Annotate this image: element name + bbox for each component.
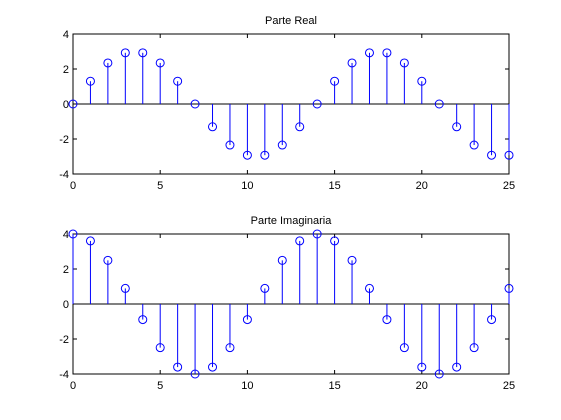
stem-marker — [242, 315, 252, 325]
stem-marker — [487, 150, 497, 160]
stem-marker — [120, 283, 130, 293]
y-tick-label: 2 — [63, 64, 69, 76]
stem-marker — [504, 150, 514, 160]
imaginary-part-plot: Parte Imaginaria 0 5 10 15 20 25 -4 -2 0 2 4 — [59, 215, 515, 392]
y-tick-label: 4 — [63, 29, 69, 41]
stem-marker — [85, 76, 95, 86]
y-tick-label: -2 — [59, 134, 69, 146]
stem-marker — [277, 140, 287, 150]
real-part-title: Parte Real — [265, 15, 317, 27]
imaginary-part-title: Parte Imaginaria — [251, 215, 333, 227]
real-part-plot: Parte Real 0 5 10 15 20 25 -4 -2 0 2 4 — [59, 15, 515, 192]
stem-marker — [347, 58, 357, 68]
x-tick-label: 5 — [157, 180, 163, 192]
stem-marker — [364, 283, 374, 293]
stem-marker — [330, 236, 340, 246]
x-tick-label: 0 — [70, 180, 76, 192]
stem-marker — [417, 362, 427, 372]
stem-marker — [225, 343, 235, 353]
stem-marker — [225, 140, 235, 150]
stem-marker — [190, 369, 200, 379]
x-tick-label: 15 — [328, 380, 340, 392]
stem-marker — [208, 122, 218, 132]
x-tick-label: 20 — [416, 380, 428, 392]
stem-marker — [382, 315, 392, 325]
y-tick-label: -4 — [59, 369, 69, 381]
x-tick-label: 10 — [241, 180, 253, 192]
stem-marker — [103, 255, 113, 265]
stem-marker — [452, 362, 462, 372]
x-tick-label: 10 — [241, 380, 253, 392]
x-tick-label: 0 — [70, 380, 76, 392]
y-tick-label: 0 — [63, 299, 69, 311]
stem-marker — [382, 48, 392, 58]
y-tick-label: 2 — [63, 264, 69, 276]
stem-marker — [469, 343, 479, 353]
stem-marker — [208, 362, 218, 372]
stem-marker — [68, 229, 78, 239]
x-tick-label: 15 — [328, 180, 340, 192]
stem-marker — [260, 150, 270, 160]
stem-marker — [173, 362, 183, 372]
stem-marker — [120, 48, 130, 58]
stem-marker — [173, 76, 183, 86]
stem-marker — [452, 122, 462, 132]
stem-marker — [469, 140, 479, 150]
stem-marker — [68, 99, 78, 109]
stem-marker — [277, 255, 287, 265]
stem-marker — [155, 343, 165, 353]
y-tick-label: 4 — [63, 229, 69, 241]
x-tick-label: 25 — [503, 380, 515, 392]
stem-marker — [242, 150, 252, 160]
stem-marker — [85, 236, 95, 246]
y-tick-label: 0 — [63, 99, 69, 111]
stem-marker — [312, 99, 322, 109]
stem-marker — [295, 236, 305, 246]
stem-marker — [417, 76, 427, 86]
stem-marker — [364, 48, 374, 58]
y-tick-label: -4 — [59, 169, 69, 181]
stem-marker — [190, 99, 200, 109]
x-tick-label: 25 — [503, 180, 515, 192]
stem-marker — [138, 315, 148, 325]
stem-marker — [312, 229, 322, 239]
stem-marker — [295, 122, 305, 132]
stem-marker — [155, 58, 165, 68]
stem-marker — [399, 343, 409, 353]
stem-marker — [260, 283, 270, 293]
stem-marker — [138, 48, 148, 58]
x-tick-label: 20 — [416, 180, 428, 192]
stem-marker — [487, 315, 497, 325]
x-tick-label: 5 — [157, 380, 163, 392]
y-tick-label: -2 — [59, 334, 69, 346]
stem-marker — [434, 99, 444, 109]
stem-marker — [434, 369, 444, 379]
stem-marker — [399, 58, 409, 68]
stem-marker — [347, 255, 357, 265]
stem-marker — [330, 76, 340, 86]
stem-marker — [103, 58, 113, 68]
stem-marker — [504, 283, 514, 293]
